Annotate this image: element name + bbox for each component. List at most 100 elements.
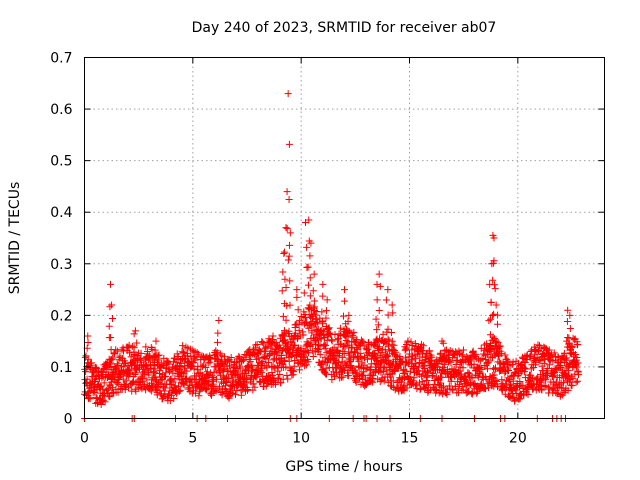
data-point <box>92 376 100 384</box>
data-point <box>190 365 198 373</box>
peak-point <box>285 327 293 335</box>
data-point <box>459 364 467 372</box>
data-point <box>243 374 251 382</box>
peak-point <box>387 329 395 337</box>
x-tick-label: 15 <box>401 431 419 447</box>
peak-point <box>283 225 291 233</box>
peak-point <box>152 337 160 345</box>
data-point <box>119 375 127 383</box>
peak-point <box>492 301 500 309</box>
data-point <box>179 342 187 350</box>
data-point <box>302 361 310 369</box>
data-point <box>469 389 477 397</box>
data-point <box>468 374 476 382</box>
peak-point <box>305 281 313 289</box>
data-point <box>464 369 472 377</box>
data-point <box>159 393 167 401</box>
peak-point <box>345 327 353 335</box>
data-point <box>470 360 478 368</box>
data-point <box>474 388 482 396</box>
grid-lines <box>84 57 605 419</box>
data-point <box>299 331 307 339</box>
data-point <box>549 372 556 380</box>
y-tick-label: 0.4 <box>50 205 72 221</box>
peak-point <box>307 305 315 313</box>
data-point <box>108 384 116 392</box>
peak-point <box>311 320 319 328</box>
data-point <box>236 364 244 372</box>
peak-point <box>438 358 446 366</box>
data-point <box>516 377 524 385</box>
data-point <box>191 356 199 364</box>
peak-point <box>294 333 302 341</box>
peak-point <box>151 358 159 366</box>
data-point <box>377 349 385 357</box>
data-point <box>228 389 236 397</box>
data-point <box>328 337 336 345</box>
data-point <box>561 355 569 363</box>
peak-point <box>269 332 277 340</box>
peak-point <box>214 338 222 346</box>
data-point <box>490 371 498 379</box>
peak-point <box>107 346 115 354</box>
data-point <box>545 361 553 369</box>
data-point <box>314 333 322 341</box>
data-point <box>97 400 105 408</box>
data-point <box>223 378 231 386</box>
data-point <box>534 341 542 349</box>
y-tick-label: 0.1 <box>50 360 72 376</box>
data-point <box>305 349 313 357</box>
peak-point <box>130 350 138 358</box>
data-point <box>359 338 367 346</box>
peak-point <box>487 299 495 307</box>
data-point <box>538 386 546 394</box>
data-point <box>569 375 577 383</box>
peak-point <box>439 339 447 347</box>
data-point <box>389 377 397 385</box>
data-point <box>442 389 450 397</box>
data-point <box>171 375 179 383</box>
data-point <box>485 357 493 365</box>
data-point <box>341 343 349 351</box>
data-point <box>258 338 266 346</box>
peak-point <box>281 327 289 335</box>
peak-point <box>375 307 383 315</box>
data-point <box>536 342 543 350</box>
data-point <box>445 382 453 390</box>
data-point <box>141 370 149 378</box>
data-point <box>312 319 320 327</box>
peak-point <box>216 361 224 369</box>
data-point <box>313 336 321 344</box>
peak-point <box>341 297 349 305</box>
data-point <box>225 362 233 370</box>
data-point <box>402 368 410 376</box>
peak-point <box>319 280 327 288</box>
data-point <box>509 358 517 366</box>
peak-point <box>279 331 287 339</box>
peak-point <box>375 270 383 278</box>
data-point <box>237 391 245 399</box>
peak-point <box>494 311 502 319</box>
peak-point <box>491 281 499 289</box>
data-point <box>574 359 582 367</box>
data-point <box>98 397 106 405</box>
peak-point <box>566 311 574 319</box>
data-point <box>252 341 260 349</box>
data-point <box>130 344 138 352</box>
data-point <box>496 358 504 366</box>
data-point <box>336 324 344 332</box>
data-point <box>498 349 506 357</box>
peak-point <box>306 292 314 300</box>
data-point <box>331 331 339 339</box>
peak-point <box>213 349 221 357</box>
data-point <box>537 371 545 379</box>
data-point <box>434 360 442 368</box>
data-point <box>572 378 580 386</box>
data-point <box>335 358 343 366</box>
peak-point <box>319 292 327 300</box>
y-tick-label: 0.6 <box>50 102 72 118</box>
peak-point <box>490 335 498 343</box>
data-point <box>201 376 209 384</box>
data-point <box>549 357 557 365</box>
peak-point <box>269 338 277 346</box>
